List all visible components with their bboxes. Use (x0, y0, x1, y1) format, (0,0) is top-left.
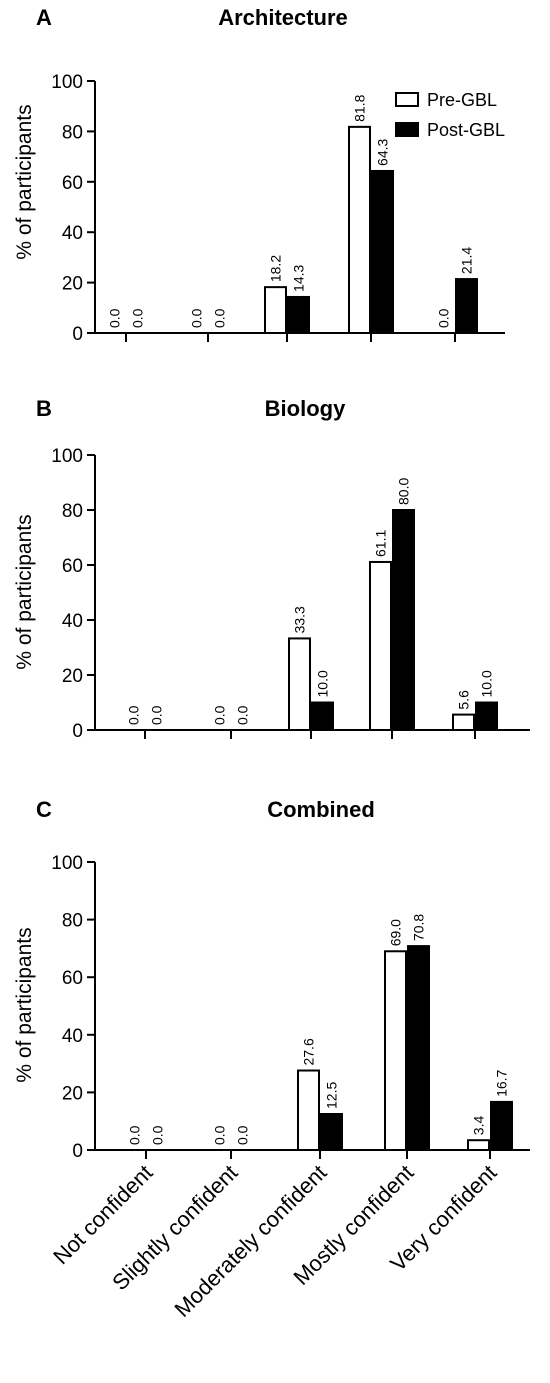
panel-c-plot: 0 20 40 60 80 100 0.0 0.0 0.0 0.0 27.6 12.5 69.0 70.8… (51, 853, 530, 1162)
panel-b-bar-post-gbl (392, 509, 415, 731)
panel-c-bar-post-gbl (490, 1100, 513, 1152)
panel-c-y-axis-label: % of participants (13, 927, 36, 1082)
panel-c-data-label-post-gbl: 16.7 (494, 1069, 510, 1096)
panel-a-data-label-post-gbl: 0.0 (212, 308, 228, 328)
panel-c-data-label-pre-gbl: 69.0 (388, 919, 404, 946)
panel-a-y-tick-label: 0 (72, 324, 83, 345)
panel-a-data-label-pre-gbl: 18.2 (268, 255, 284, 282)
legend-label-post-gbl: Post-GBL (427, 120, 505, 140)
panel-b-bar-pre-gbl (452, 713, 475, 731)
panel-a-title: Architecture (218, 5, 348, 30)
panel-b-data-label-post-gbl: 10.0 (479, 670, 495, 697)
legend-swatch-post-gbl (395, 122, 419, 137)
panel-b-data-label-post-gbl: 0.0 (235, 705, 251, 725)
panel-b-y-tick-label: 40 (62, 611, 83, 632)
panel-b-y-tick-label: 80 (62, 501, 83, 522)
panel-b-plot: 0 20 40 60 80 100 0.0 0.0 0.0 0.0 33.3 10.0 61.1 80.0… (51, 446, 530, 742)
legend: Pre-GBL Post-GBL (395, 90, 505, 140)
panel-b-data-label-post-gbl: 0.0 (149, 705, 165, 725)
panel-c-y-tick-label: 80 (62, 911, 83, 932)
panel-a-bar-post-gbl (371, 169, 394, 334)
panel-a-bar-pre-gbl (264, 286, 287, 334)
panel-b-y-tick-label: 0 (72, 721, 83, 742)
panel-b-data-label-pre-gbl: 0.0 (126, 705, 142, 725)
panel-b-title: Biology (265, 396, 346, 421)
panel-a-data-label-post-gbl: 0.0 (130, 308, 146, 328)
panel-b-bar-pre-gbl (369, 560, 392, 731)
panel-b-y-axis-label: % of participants (13, 514, 36, 669)
panel-c-letter: C (36, 797, 52, 822)
panel-b-y-tick-label: 100 (51, 446, 83, 467)
panel-b-bar-post-gbl (475, 701, 498, 731)
panel-c-bar-pre-gbl (384, 950, 407, 1152)
panel-b: B Biology % of participants 0 20 40 60 80 100… (13, 396, 530, 742)
panel-c-bar-post-gbl (407, 945, 430, 1152)
panel-b-data-label-pre-gbl: 61.1 (373, 530, 389, 557)
legend-swatch-pre-gbl (395, 92, 419, 107)
panel-a-y-tick-label: 20 (62, 274, 83, 295)
panel-b-bar-pre-gbl (288, 637, 311, 731)
panel-c-bar-pre-gbl (297, 1069, 320, 1151)
panel-c-data-label-post-gbl: 0.0 (150, 1125, 166, 1145)
panel-a-letter: A (36, 5, 52, 30)
panel-c-y-tick-label: 60 (62, 968, 83, 989)
panel-c-y-tick-label: 40 (62, 1026, 83, 1047)
panel-a-y-tick-label: 80 (62, 122, 83, 143)
panel-c-data-label-post-gbl: 70.8 (411, 914, 427, 941)
panel-a-data-label-pre-gbl: 0.0 (436, 308, 452, 328)
panel-b-data-label-post-gbl: 80.0 (396, 478, 412, 505)
panel-c-data-label-pre-gbl: 3.4 (471, 1116, 487, 1136)
panel-a-data-label-pre-gbl: 0.0 (189, 308, 205, 328)
panel-b-y-tick-label: 20 (62, 666, 83, 687)
panel-a-y-tick-label: 40 (62, 223, 83, 244)
panel-a-data-label-post-gbl: 21.4 (459, 247, 475, 274)
panel-a-y-axis-label: % of participants (13, 104, 36, 259)
panel-a-data-label-pre-gbl: 81.8 (352, 94, 368, 121)
legend-label-pre-gbl: Pre-GBL (427, 90, 497, 110)
panel-a-bar-post-gbl (287, 295, 310, 334)
panel-a-bar-post-gbl (455, 278, 478, 334)
panel-a-data-label-post-gbl: 14.3 (291, 265, 307, 292)
panel-b-data-label-pre-gbl: 5.6 (456, 690, 472, 710)
panel-c-y-tick-label: 20 (62, 1083, 83, 1104)
panel-a-plot: 0 20 40 60 80 100 0.0 0.0 0.0 0.0 18.2 14.3 81.8 64.3… (51, 72, 505, 345)
panel-a-bar-pre-gbl (348, 125, 371, 334)
panel-c-data-label-post-gbl: 12.5 (324, 1082, 340, 1109)
panel-a-data-label-post-gbl: 64.3 (375, 139, 391, 166)
panel-b-y-tick-label: 60 (62, 556, 83, 577)
panel-b-letter: B (36, 396, 52, 421)
panel-c-y-tick-label: 0 (72, 1141, 83, 1162)
panel-c-y-tick-label: 100 (51, 853, 83, 874)
panel-c-data-label-pre-gbl: 27.6 (301, 1038, 317, 1065)
panel-b-data-label-pre-gbl: 0.0 (212, 705, 228, 725)
panel-b-bar-post-gbl (311, 701, 334, 731)
panel-a: A Architecture % of participants 0 20 40 60… (13, 5, 505, 345)
panel-a-y-tick-label: 100 (51, 72, 83, 93)
x-category-label: Moderately confident (169, 1160, 331, 1322)
panel-c-bar-post-gbl (320, 1113, 343, 1151)
panel-b-data-label-post-gbl: 10.0 (315, 670, 331, 697)
panel-a-data-label-pre-gbl: 0.0 (107, 308, 123, 328)
panel-c-data-label-pre-gbl: 0.0 (127, 1125, 143, 1145)
panel-c: C Combined % of participants 0 20 40 60 80 10… (13, 797, 530, 1162)
panel-c-title: Combined (267, 797, 375, 822)
panel-a-y-tick-label: 60 (62, 173, 83, 194)
panel-c-data-label-post-gbl: 0.0 (235, 1125, 251, 1145)
panel-c-data-label-pre-gbl: 0.0 (212, 1125, 228, 1145)
panel-b-data-label-pre-gbl: 33.3 (292, 606, 308, 633)
panel-c-bar-pre-gbl (467, 1139, 490, 1152)
